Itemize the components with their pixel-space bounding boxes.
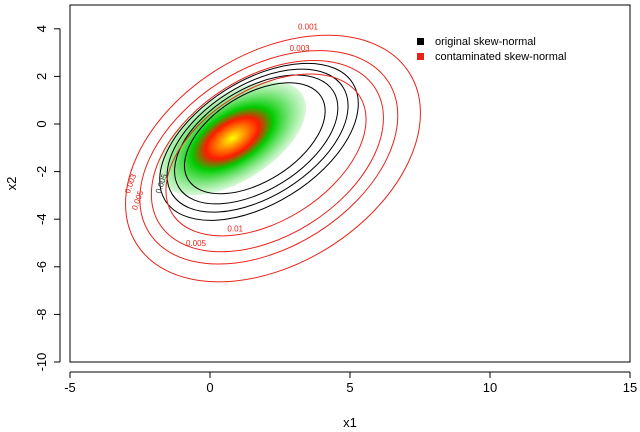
y-tick-label: -6 [34,261,49,273]
contour-lines [125,34,421,283]
y-tick-label: -2 [34,166,49,178]
x-tick-label: 5 [346,380,353,395]
original-contour-3 [159,62,359,221]
y-tick-label: 4 [34,25,49,32]
contour-label: 0.005 [186,239,207,248]
y-tick-label: -10 [34,353,49,372]
y-axis-title: x2 [4,177,19,191]
plot-frame [69,4,631,363]
contaminated-contour-0 [165,73,367,237]
y-tick-label: 0 [34,120,49,127]
heatmap-density-region [158,81,307,196]
contour-label: 0.01 [227,225,243,234]
legend-swatch-original [417,38,424,45]
original-contour-1 [174,74,339,205]
legend-swatch-contaminated [417,53,424,60]
contaminated-contour-3 [125,34,421,283]
contaminated-contour-2 [139,50,399,265]
original-contour-2 [166,68,349,213]
x-axis-title: x1 [343,415,357,430]
x-tick-label: 0 [206,380,213,395]
y-tick-label: -8 [34,309,49,321]
y-axis: -10 -8 -6 -4 -2 0 2 4 [34,25,61,372]
legend-label-original: original skew-normal [435,36,536,48]
contour-label: 0.003 [290,44,311,53]
density-heatmap [158,81,307,196]
x-axis: -5 0 5 10 15 [64,371,637,395]
legend: original skew-normal contaminated skew-n… [417,36,566,63]
contaminated-contour-1 [150,60,384,253]
original-contour-0 [183,82,326,195]
x-tick-label: 10 [483,380,497,395]
x-tick-label: 15 [623,380,637,395]
y-tick-label: 2 [34,73,49,80]
legend-label-contaminated: contaminated skew-normal [435,51,566,63]
y-tick-label: -4 [34,213,49,225]
x-tick-label: -5 [64,380,76,395]
contour-label: 0.001 [298,22,319,31]
